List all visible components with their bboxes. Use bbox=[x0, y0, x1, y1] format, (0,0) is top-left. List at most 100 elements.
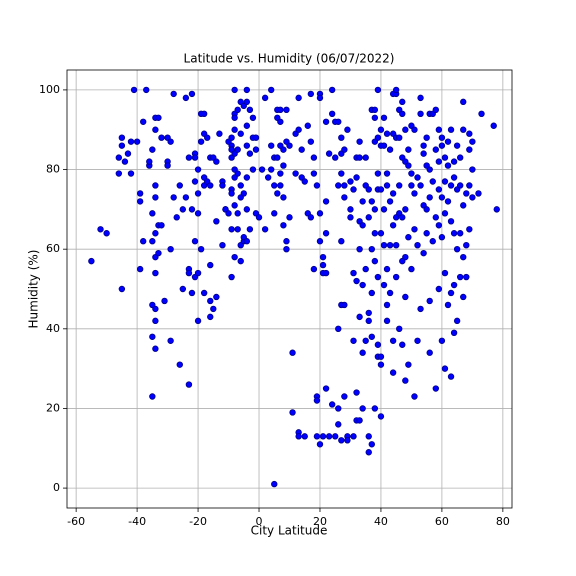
point bbox=[453, 317, 461, 325]
point bbox=[322, 230, 330, 237]
x-tick-label: -40 bbox=[128, 515, 146, 528]
point bbox=[414, 337, 421, 344]
point bbox=[389, 222, 397, 229]
point bbox=[182, 94, 190, 102]
point bbox=[249, 166, 257, 173]
point bbox=[338, 437, 345, 444]
point bbox=[377, 413, 385, 420]
point bbox=[341, 301, 348, 309]
point bbox=[371, 106, 379, 114]
point bbox=[228, 134, 235, 141]
point bbox=[460, 126, 467, 133]
point bbox=[414, 241, 421, 249]
point bbox=[453, 142, 461, 149]
point bbox=[191, 178, 199, 185]
point bbox=[234, 146, 241, 153]
point bbox=[365, 186, 372, 193]
point bbox=[341, 194, 348, 201]
point bbox=[319, 253, 327, 261]
point bbox=[200, 289, 208, 297]
point bbox=[274, 190, 281, 197]
point bbox=[423, 134, 430, 141]
point bbox=[152, 182, 159, 189]
point bbox=[310, 265, 318, 273]
point bbox=[268, 142, 275, 149]
point bbox=[261, 226, 269, 233]
point bbox=[252, 146, 260, 153]
point bbox=[389, 337, 397, 344]
point bbox=[408, 265, 415, 273]
point bbox=[450, 230, 458, 237]
point bbox=[127, 170, 135, 177]
point bbox=[280, 162, 287, 169]
point bbox=[295, 126, 302, 133]
point bbox=[417, 110, 424, 117]
point bbox=[328, 110, 336, 117]
point bbox=[298, 146, 305, 153]
point bbox=[402, 293, 409, 301]
x-tick-label: 60 bbox=[435, 515, 449, 528]
point bbox=[246, 106, 254, 114]
point bbox=[307, 90, 315, 98]
point bbox=[405, 162, 412, 169]
point bbox=[362, 154, 369, 161]
point bbox=[136, 198, 144, 205]
point bbox=[414, 174, 421, 181]
point bbox=[243, 206, 251, 213]
point bbox=[402, 206, 409, 213]
point bbox=[371, 230, 379, 237]
point bbox=[179, 285, 187, 293]
point bbox=[344, 437, 351, 444]
point bbox=[359, 349, 366, 356]
point bbox=[243, 98, 251, 106]
point bbox=[283, 238, 290, 245]
point bbox=[435, 186, 443, 193]
y-axis-label: Humidity (%) bbox=[27, 250, 41, 329]
point bbox=[383, 301, 391, 309]
point bbox=[188, 90, 196, 98]
point bbox=[200, 110, 208, 117]
point bbox=[271, 210, 278, 217]
point bbox=[432, 214, 440, 221]
point bbox=[386, 241, 394, 249]
point bbox=[447, 373, 455, 380]
point bbox=[383, 317, 391, 325]
point bbox=[374, 86, 382, 94]
point bbox=[402, 253, 409, 261]
point bbox=[389, 369, 397, 376]
point bbox=[438, 234, 446, 241]
point bbox=[207, 313, 214, 321]
point bbox=[411, 226, 418, 233]
point bbox=[441, 154, 449, 161]
point bbox=[338, 238, 345, 245]
point bbox=[383, 182, 391, 189]
point bbox=[240, 190, 247, 197]
point bbox=[307, 214, 315, 221]
point bbox=[170, 194, 177, 201]
point bbox=[380, 241, 388, 249]
point bbox=[191, 154, 199, 161]
point bbox=[295, 433, 302, 440]
x-tick-label: 80 bbox=[496, 515, 510, 528]
point bbox=[356, 154, 363, 161]
point bbox=[149, 238, 156, 245]
point bbox=[335, 182, 342, 189]
point bbox=[356, 313, 363, 321]
point bbox=[161, 297, 168, 305]
point bbox=[426, 297, 433, 305]
point bbox=[447, 218, 455, 225]
point bbox=[149, 393, 156, 400]
point bbox=[185, 154, 193, 161]
point bbox=[365, 214, 372, 221]
point bbox=[338, 170, 345, 177]
point bbox=[316, 441, 324, 448]
point bbox=[396, 134, 403, 141]
point bbox=[252, 134, 260, 141]
point bbox=[307, 138, 315, 145]
point bbox=[335, 118, 342, 125]
point bbox=[155, 249, 162, 257]
point bbox=[115, 154, 123, 161]
point bbox=[268, 166, 275, 173]
point bbox=[350, 433, 357, 440]
